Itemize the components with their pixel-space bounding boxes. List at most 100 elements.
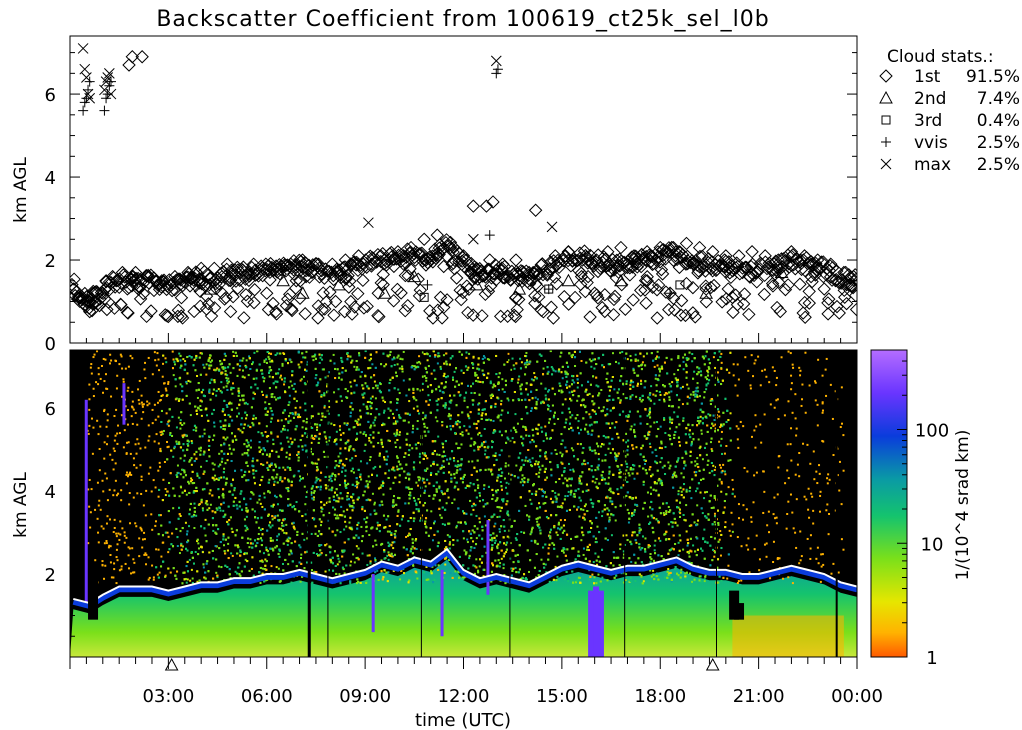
noise-pixel (412, 564, 415, 567)
noise-pixel (562, 551, 565, 554)
noise-pixel (213, 425, 216, 428)
noise-pixel (663, 393, 666, 396)
diamond-marker (696, 260, 711, 274)
diamond-marker (528, 289, 542, 303)
diamond-marker (849, 302, 857, 317)
noise-pixel (431, 539, 434, 542)
noise-pixel (457, 521, 460, 524)
noise-pixel (294, 390, 297, 393)
noise-pixel (451, 376, 454, 379)
diamond-marker (745, 245, 759, 259)
noise-pixel (376, 384, 379, 387)
noise-pixel (257, 431, 260, 434)
diamond-marker (269, 307, 284, 321)
diamond-marker (156, 275, 171, 289)
noise-pixel (478, 500, 481, 503)
noise-pixel (289, 437, 292, 440)
noise-pixel (508, 472, 511, 475)
noise-pixel (452, 457, 455, 460)
noise-pixel (653, 549, 656, 552)
diamond-marker (223, 304, 238, 319)
legend-label: max (914, 155, 951, 175)
diamond-marker (674, 293, 689, 308)
noise-pixel (291, 384, 294, 387)
noise-pixel (554, 565, 557, 568)
diamond-marker (237, 311, 251, 325)
diamond-marker (650, 311, 664, 325)
noise-pixel (392, 569, 395, 572)
noise-pixel (671, 418, 674, 421)
noise-pixel (436, 453, 439, 456)
noise-pixel (691, 580, 694, 583)
noise-pixel (580, 539, 583, 542)
noise-pixel (512, 364, 515, 367)
noise-pixel (714, 383, 717, 386)
noise-pixel (502, 567, 505, 570)
noise-pixel (667, 434, 670, 437)
noise-pixel (658, 477, 661, 480)
diamond-marker (561, 245, 576, 259)
noise-pixel (333, 440, 336, 443)
noise-pixel (535, 576, 538, 579)
noise-pixel (478, 517, 481, 520)
noise-pixel (245, 359, 248, 362)
noise-pixel (682, 548, 685, 551)
noise-pixel (396, 465, 399, 468)
noise-pixel (466, 541, 469, 544)
noise-pixel (190, 477, 193, 480)
noise-pixel (439, 365, 442, 368)
noise-pixel (608, 509, 611, 512)
diamond-marker (692, 240, 707, 255)
diamond-marker (260, 286, 274, 300)
noise-pixel (217, 388, 220, 391)
noise-pixel (326, 383, 329, 386)
diamond-marker (86, 284, 100, 299)
noise-pixel (441, 523, 444, 526)
noise-pixel (677, 541, 680, 544)
noise-pixel (703, 578, 706, 581)
triangle-icon (879, 90, 893, 104)
noise-pixel (667, 523, 670, 526)
noise-pixel (614, 453, 617, 456)
noise-pixel (477, 403, 480, 406)
noise-pixel (447, 496, 450, 499)
noise-pixel (533, 372, 536, 375)
noise-pixel (519, 357, 522, 360)
noise-pixel (247, 424, 250, 427)
diamond-marker (663, 286, 677, 300)
noise-pixel (412, 427, 415, 430)
noise-pixel (218, 452, 221, 455)
noise-pixel (189, 579, 192, 582)
noise-pixel (252, 414, 255, 417)
noise-pixel (185, 493, 188, 496)
noise-pixel (494, 452, 497, 455)
noise-pixel (655, 390, 658, 393)
triangle-marker (561, 273, 576, 287)
noise-pixel (582, 508, 585, 511)
diamond-marker (707, 278, 721, 293)
noise-pixel (263, 360, 266, 363)
diamond-marker (692, 260, 707, 274)
noise-pixel (535, 460, 538, 463)
diamond-marker (462, 282, 476, 296)
legend: Cloud stats.: 1st 91.5%2nd 7.4%3rd 0.4%vvis… (879, 47, 1020, 175)
noise-pixel (297, 363, 300, 366)
noise-pixel (523, 363, 526, 366)
noise-pixel (179, 473, 182, 476)
noise-pixel (217, 465, 220, 468)
noise-pixel (659, 461, 662, 464)
noise-pixel (587, 489, 590, 492)
noise-pixel (490, 419, 493, 422)
noise-pixel (484, 453, 487, 456)
diamond-marker (199, 302, 214, 316)
noise-pixel (285, 451, 288, 454)
noise-pixel (492, 454, 495, 457)
noise-pixel (288, 394, 291, 397)
noise-pixel (427, 365, 430, 368)
noise-pixel (203, 432, 206, 435)
noise-pixel (348, 503, 351, 506)
noise-pixel (337, 388, 340, 391)
noise-pixel (264, 430, 267, 433)
noise-pixel (295, 400, 298, 403)
